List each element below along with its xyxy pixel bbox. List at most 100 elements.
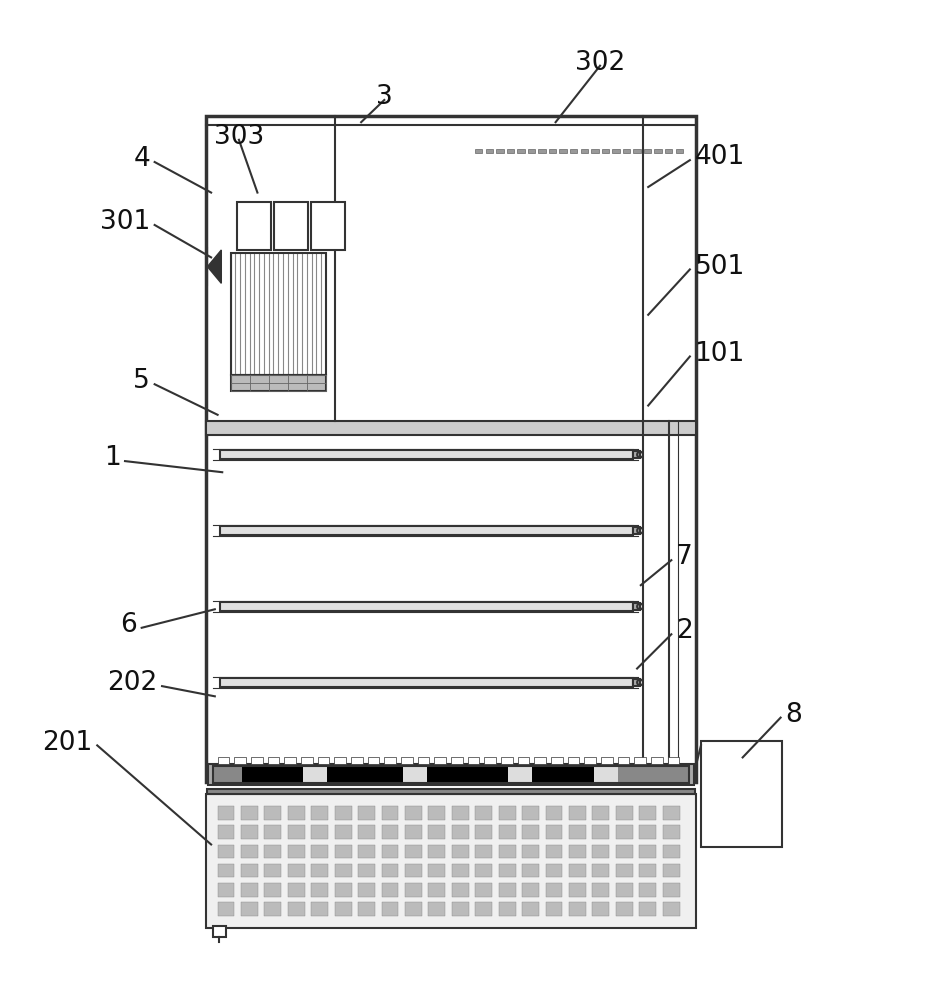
- Bar: [265, 864, 282, 877]
- Bar: [241, 883, 258, 897]
- Bar: [676, 149, 683, 153]
- Bar: [569, 825, 586, 839]
- Text: 1: 1: [104, 445, 120, 471]
- Bar: [220, 526, 633, 535]
- Bar: [569, 864, 586, 877]
- Bar: [218, 825, 234, 839]
- Bar: [301, 757, 313, 764]
- Bar: [241, 864, 258, 877]
- Bar: [499, 806, 516, 820]
- Bar: [405, 883, 422, 897]
- Bar: [499, 902, 516, 916]
- Bar: [382, 883, 398, 897]
- Bar: [602, 149, 609, 153]
- Bar: [545, 845, 562, 858]
- Bar: [351, 757, 363, 764]
- Text: 202: 202: [107, 670, 157, 696]
- Bar: [311, 202, 345, 250]
- Bar: [335, 825, 352, 839]
- Bar: [665, 149, 672, 153]
- Bar: [231, 253, 326, 375]
- Bar: [206, 116, 696, 782]
- Bar: [452, 864, 469, 877]
- Bar: [251, 757, 263, 764]
- Bar: [429, 864, 445, 877]
- Bar: [663, 845, 680, 858]
- Bar: [522, 825, 539, 839]
- Bar: [218, 757, 230, 764]
- Bar: [384, 757, 396, 764]
- Text: 201: 201: [43, 730, 93, 756]
- Bar: [501, 757, 513, 764]
- Bar: [265, 902, 282, 916]
- Bar: [496, 149, 504, 153]
- Bar: [499, 825, 516, 839]
- Bar: [634, 757, 646, 764]
- Bar: [451, 757, 463, 764]
- Bar: [311, 845, 328, 858]
- Bar: [429, 825, 445, 839]
- Bar: [569, 806, 586, 820]
- Bar: [639, 806, 657, 820]
- Text: 5: 5: [133, 368, 150, 394]
- Bar: [593, 864, 609, 877]
- Bar: [538, 149, 545, 153]
- Bar: [274, 202, 308, 250]
- Bar: [522, 902, 539, 916]
- Bar: [545, 825, 562, 839]
- Bar: [311, 806, 328, 820]
- Bar: [452, 845, 469, 858]
- Bar: [418, 757, 430, 764]
- Bar: [616, 825, 632, 839]
- Bar: [633, 603, 640, 610]
- Bar: [663, 902, 680, 916]
- Bar: [601, 757, 613, 764]
- Polygon shape: [207, 250, 221, 283]
- Bar: [663, 825, 680, 839]
- Bar: [518, 149, 525, 153]
- Bar: [468, 757, 480, 764]
- Text: 7: 7: [676, 544, 693, 570]
- Bar: [358, 883, 375, 897]
- Bar: [265, 806, 282, 820]
- Bar: [655, 149, 662, 153]
- Bar: [405, 902, 422, 916]
- Bar: [382, 902, 398, 916]
- Bar: [265, 845, 282, 858]
- Bar: [639, 845, 657, 858]
- Bar: [633, 527, 640, 534]
- Bar: [405, 825, 422, 839]
- Text: 3: 3: [376, 84, 393, 110]
- Bar: [311, 883, 328, 897]
- Bar: [569, 902, 586, 916]
- Bar: [220, 602, 633, 611]
- Bar: [213, 766, 242, 783]
- Bar: [639, 883, 657, 897]
- Bar: [382, 825, 398, 839]
- Bar: [358, 845, 375, 858]
- Bar: [241, 806, 258, 820]
- Bar: [335, 845, 352, 858]
- Bar: [358, 902, 375, 916]
- Bar: [644, 149, 651, 153]
- Bar: [568, 757, 580, 764]
- Bar: [304, 766, 327, 783]
- Bar: [208, 764, 694, 785]
- Bar: [207, 789, 694, 794]
- Bar: [639, 864, 657, 877]
- Bar: [241, 825, 258, 839]
- Bar: [570, 149, 578, 153]
- Bar: [549, 149, 557, 153]
- Bar: [452, 825, 469, 839]
- Bar: [265, 825, 282, 839]
- Bar: [382, 806, 398, 820]
- Bar: [434, 757, 446, 764]
- Bar: [618, 766, 689, 783]
- Bar: [616, 902, 632, 916]
- Bar: [593, 806, 609, 820]
- Bar: [234, 757, 246, 764]
- Bar: [591, 149, 598, 153]
- Bar: [616, 883, 632, 897]
- Bar: [452, 806, 469, 820]
- Bar: [633, 679, 640, 686]
